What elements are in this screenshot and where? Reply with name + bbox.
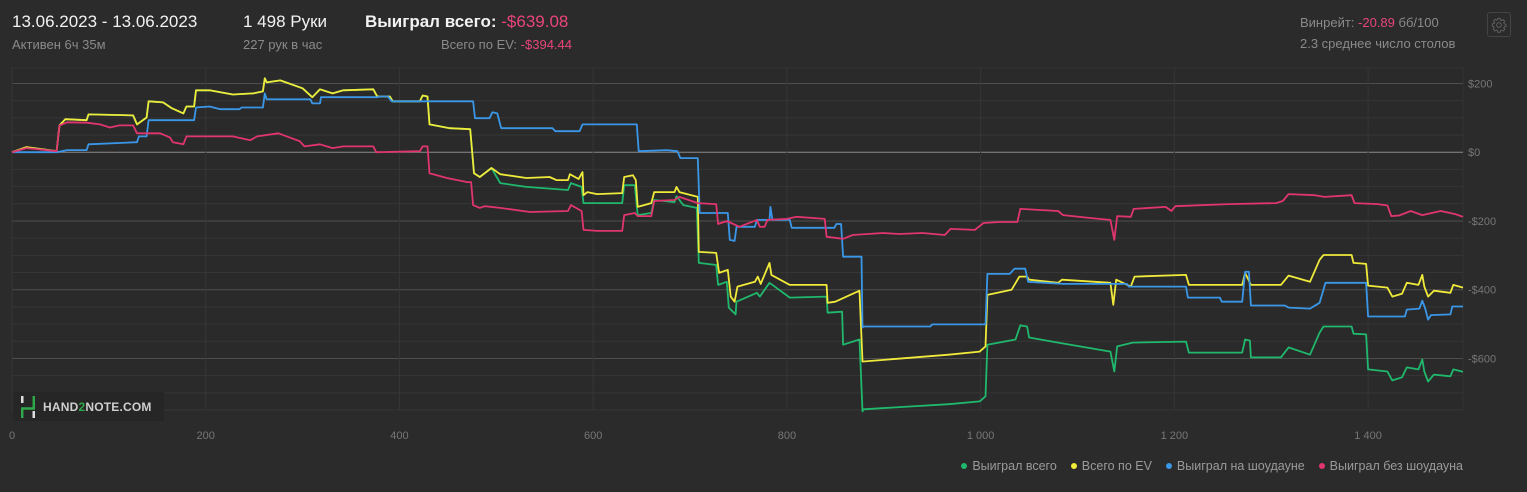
x-tick-label: 1 200 [1161, 430, 1189, 442]
grid [11, 67, 1464, 411]
legend-item[interactable]: Выиграл всего [961, 459, 1057, 473]
watermark-suffix: NOTE.COM [85, 399, 152, 414]
x-tick-label: 1 000 [967, 430, 995, 442]
series-lines [11, 77, 1464, 413]
hand2note-logo-icon [21, 395, 35, 418]
watermark-accent: 2 [78, 399, 86, 414]
total-won-label: Выиграл всего: [365, 12, 497, 31]
legend-label: Выиграл на шоудауне [1176, 459, 1305, 473]
total-ev-value: -$394.44 [520, 37, 572, 52]
total-ev-label: Всего по EV: [440, 37, 518, 52]
legend-dot-icon [1165, 463, 1172, 469]
winrate-value: -20.89 [1358, 15, 1395, 30]
y-tick-label: $0 [1468, 147, 1480, 159]
series-line-1 [11, 77, 1464, 363]
y-tick-label: -$400 [1468, 285, 1496, 297]
x-tick-label: 600 [584, 430, 602, 442]
y-tick-label: -$600 [1468, 353, 1496, 365]
x-tick-label: 200 [197, 430, 215, 442]
y-tick-label: -$200 [1468, 216, 1496, 228]
legend-label: Выиграл всего [972, 459, 1057, 473]
x-tick-label: 800 [778, 430, 796, 442]
legend-label: Выиграл без шоудауна [1329, 459, 1463, 473]
y-tick-label: $200 [1468, 78, 1492, 90]
date-range: 13.06.2023 - 13.06.2023 [12, 12, 198, 31]
hands-count: 1 498 Руки [243, 12, 328, 31]
settings-button[interactable] [1487, 12, 1511, 37]
x-tick-label: 0 [9, 430, 15, 442]
active-time: Активен 6ч 35м [12, 37, 106, 52]
winrate-unit: бб/100 [1398, 15, 1439, 30]
series-line-3 [11, 121, 1464, 241]
hands-per-hour: 227 рук в час [243, 37, 323, 52]
x-tick-label: 400 [390, 430, 408, 442]
legend-label: Всего по EV [1081, 459, 1152, 473]
total-ev: Всего по EV: -$394.44 [441, 37, 572, 52]
total-won-value: -$639.08 [501, 12, 569, 31]
legend-dot-icon [1318, 463, 1325, 469]
winrate-label: Винрейт: [1300, 15, 1355, 30]
x-tick-label: 1 400 [1354, 430, 1382, 442]
legend-dot-icon [1070, 463, 1077, 469]
avg-tables: 2.3 среднее число столов [1300, 36, 1456, 51]
winrate: Винрейт: -20.89 бб/100 [1300, 15, 1439, 30]
gear-icon [1491, 17, 1507, 33]
watermark-logo: HAND2NOTE.COM [13, 392, 164, 421]
watermark-prefix: HAND [43, 399, 79, 414]
legend-item[interactable]: Выиграл без шоудауна [1318, 459, 1463, 473]
axis-ticks: 0 200 400 600 800 1 000 1 200 1 400 $200 $0 -$200 -… [9, 78, 1496, 442]
legend-item[interactable]: Выиграл на шоудауне [1165, 459, 1305, 473]
watermark-text: HAND2NOTE.COM [43, 400, 152, 414]
legend-dot-icon [961, 463, 968, 469]
total-won: Выиграл всего: -$639.08 [365, 12, 568, 32]
legend: Выиграл всего Всего по EV Выиграл на шоуда… [961, 459, 1463, 473]
legend-item[interactable]: Всего по EV [1070, 459, 1152, 473]
